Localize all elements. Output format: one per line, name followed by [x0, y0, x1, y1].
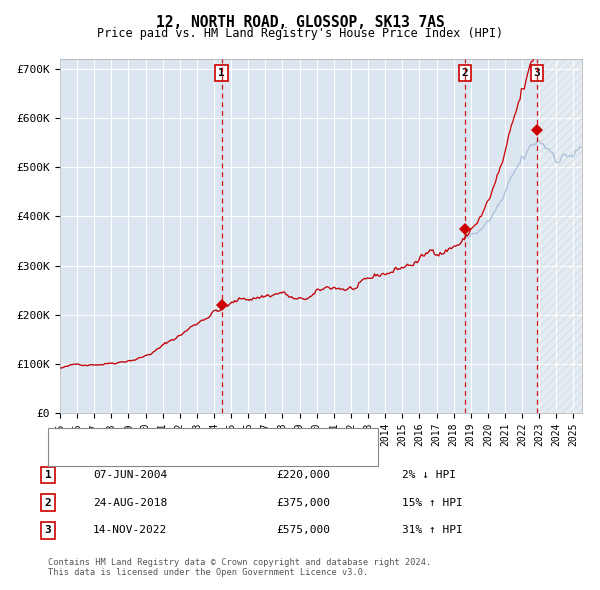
- Text: 12, NORTH ROAD, GLOSSOP, SK13 7AS: 12, NORTH ROAD, GLOSSOP, SK13 7AS: [155, 15, 445, 30]
- Text: 2: 2: [44, 498, 52, 507]
- Text: Contains HM Land Registry data © Crown copyright and database right 2024.
This d: Contains HM Land Registry data © Crown c…: [48, 558, 431, 577]
- Text: 24-AUG-2018: 24-AUG-2018: [93, 498, 167, 507]
- Text: 14-NOV-2022: 14-NOV-2022: [93, 526, 167, 535]
- Text: £575,000: £575,000: [276, 526, 330, 535]
- Text: 12, NORTH ROAD, GLOSSOP, SK13 7AS (detached house): 12, NORTH ROAD, GLOSSOP, SK13 7AS (detac…: [87, 434, 381, 443]
- Text: £375,000: £375,000: [276, 498, 330, 507]
- Text: £220,000: £220,000: [276, 470, 330, 480]
- Text: 07-JUN-2004: 07-JUN-2004: [93, 470, 167, 480]
- Text: 3: 3: [533, 68, 541, 78]
- Text: 2: 2: [461, 68, 468, 78]
- Text: 31% ↑ HPI: 31% ↑ HPI: [402, 526, 463, 535]
- Text: HPI: Average price, detached house, High Peak: HPI: Average price, detached house, High…: [87, 451, 352, 461]
- Text: 15% ↑ HPI: 15% ↑ HPI: [402, 498, 463, 507]
- Text: 3: 3: [44, 526, 52, 535]
- Text: Price paid vs. HM Land Registry's House Price Index (HPI): Price paid vs. HM Land Registry's House …: [97, 27, 503, 40]
- Text: 1: 1: [218, 68, 225, 78]
- Text: 1: 1: [44, 470, 52, 480]
- Text: 2% ↓ HPI: 2% ↓ HPI: [402, 470, 456, 480]
